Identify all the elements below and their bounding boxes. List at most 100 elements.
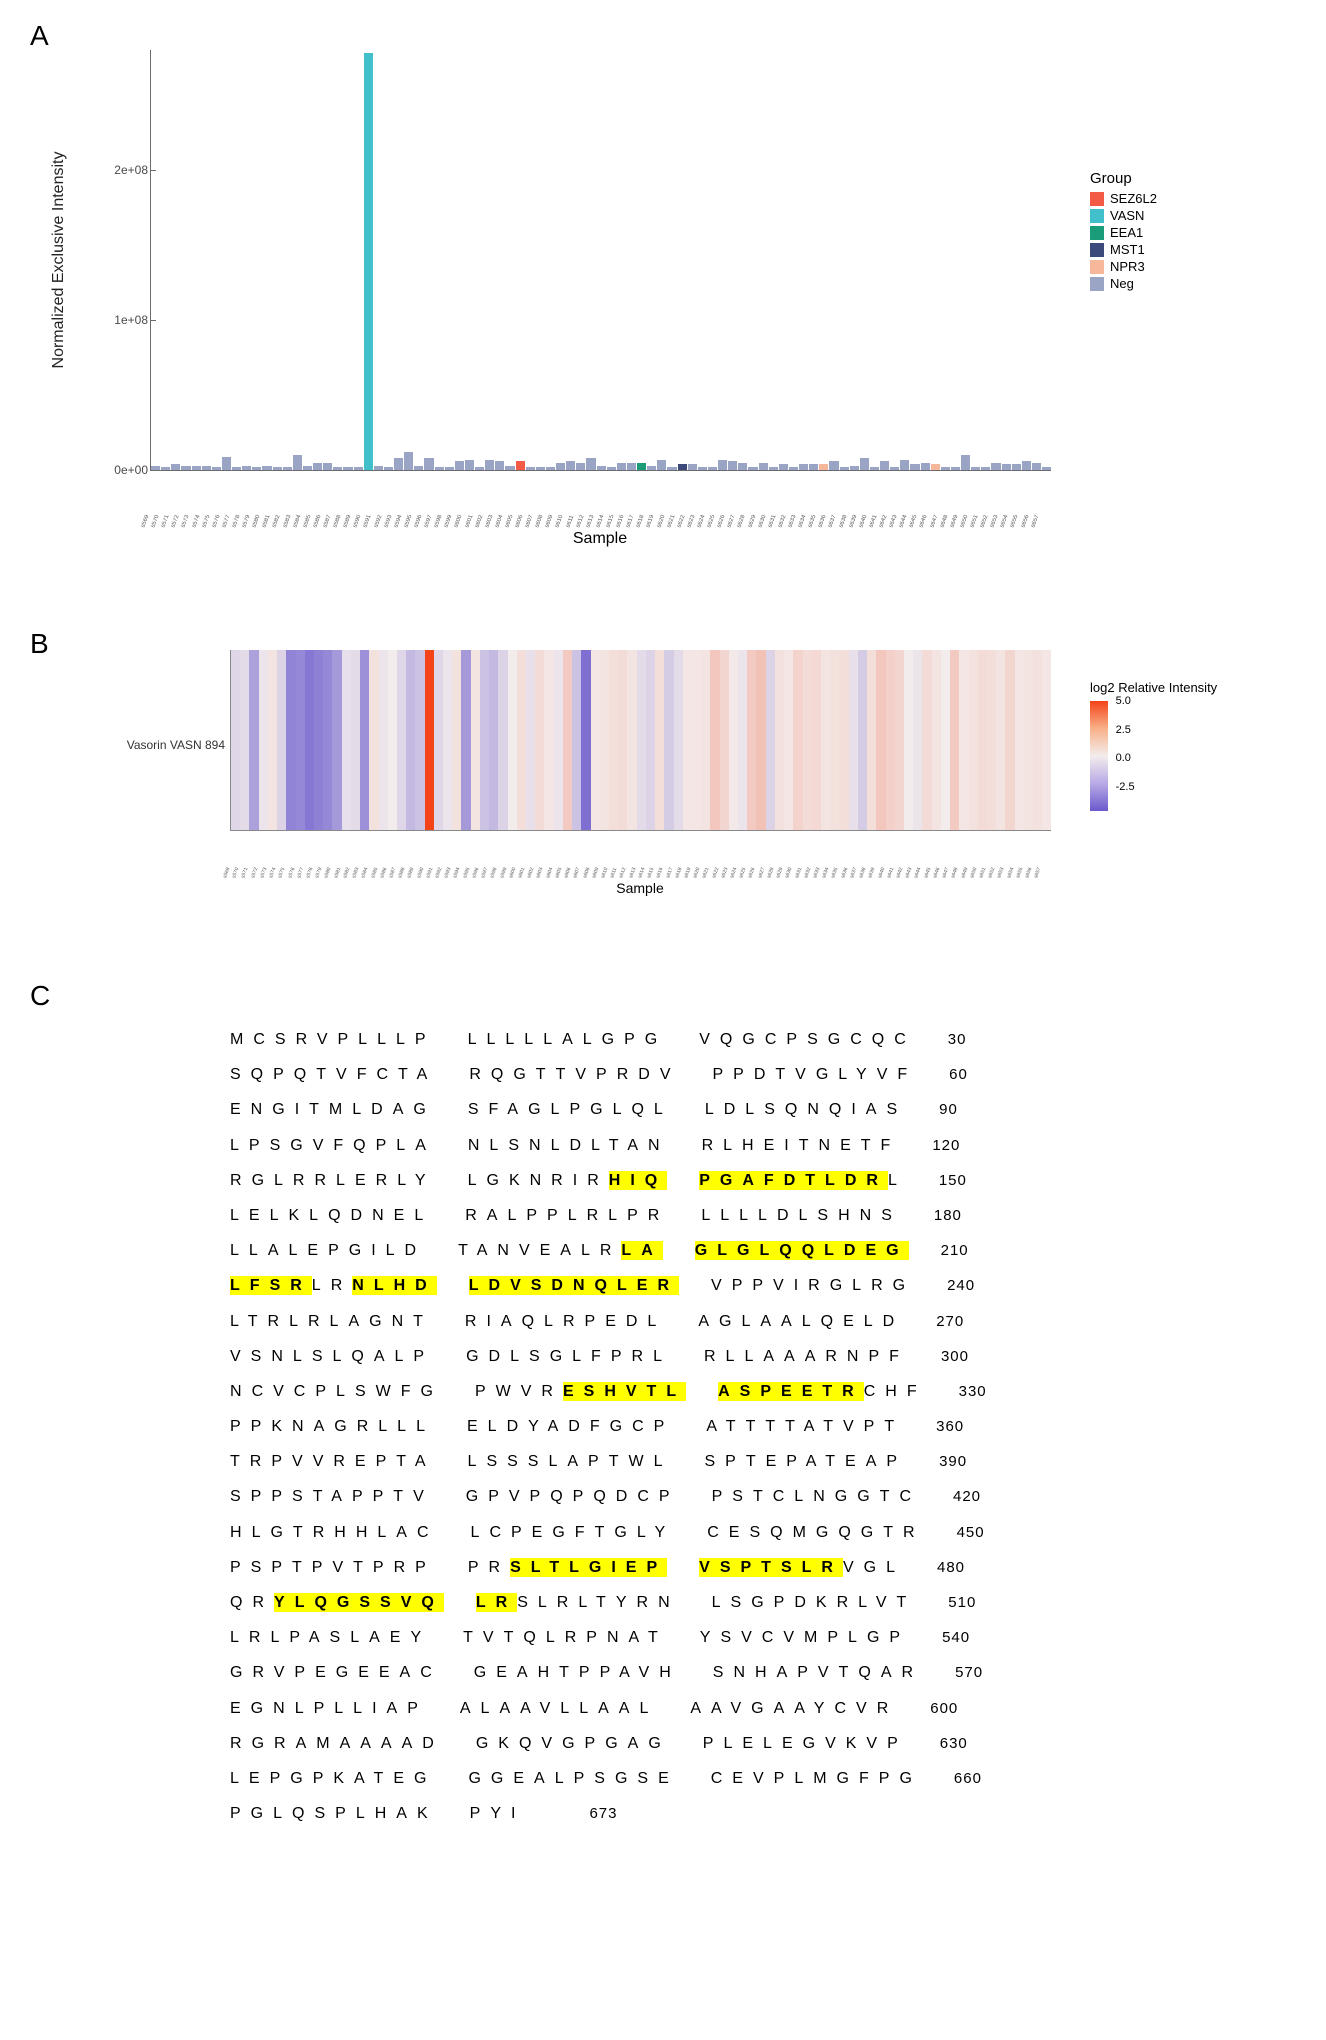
sequence-residue: P: [470, 1805, 491, 1822]
chart-a-bar: [576, 463, 585, 470]
heatmap-b-row-label: Vasorin VASN 894: [95, 738, 225, 752]
sequence-residue: R: [296, 1031, 317, 1048]
heatmap-cell: [904, 650, 913, 830]
sequence-residue: L: [560, 1700, 579, 1717]
chart-a-bar: [809, 464, 818, 470]
sequence-residue: L: [230, 1276, 250, 1295]
sequence-residue: R: [465, 1207, 487, 1224]
heatmap-b-plot: [230, 650, 1051, 831]
sequence-residue: R: [551, 1172, 573, 1189]
sequence-residue: T: [458, 1242, 477, 1259]
sequence-row: LFSRLRNLHDLDVSDNQLERVPPVIRGLRG240: [230, 1268, 1296, 1303]
sequence-chunk: LLALEPGILD: [230, 1233, 426, 1268]
sequence-residue: C: [894, 1031, 916, 1048]
sequence-residue: A: [507, 1101, 528, 1118]
heatmap-cell: [803, 650, 812, 830]
sequence-residue: R: [333, 1453, 355, 1470]
sequence-residue: N: [607, 1629, 629, 1646]
sequence-residue: S: [584, 1382, 605, 1401]
sequence-residue: V: [332, 1559, 353, 1576]
sequence-residue: M: [813, 1770, 836, 1787]
sequence-residue: N: [733, 1664, 755, 1681]
sequence-residue: R: [230, 1735, 252, 1752]
sequence-residue: I: [784, 1137, 798, 1154]
sequence-chunk: GRVPEGEEAC: [230, 1655, 442, 1690]
sequence-residue: L: [249, 1242, 268, 1259]
sequence-residue: H: [838, 1207, 860, 1224]
sequence-residue: R: [274, 1735, 296, 1752]
sequence-chunk: HLGTRHHLAC: [230, 1515, 439, 1550]
heatmap-cell: [544, 650, 553, 830]
sequence-chunk: SFAGLPGLQL: [468, 1092, 673, 1127]
sequence-residue: P: [312, 1559, 333, 1576]
heatmap-cell: [821, 650, 830, 830]
sequence-residue: Q: [421, 1593, 443, 1612]
chart-a-bar: [819, 464, 828, 470]
sequence-residue: L: [864, 1313, 883, 1330]
sequence-residue: R: [394, 1559, 416, 1576]
chart-a-bars: [151, 50, 1051, 470]
chart-a-bar: [435, 467, 444, 470]
sequence-residue: H: [659, 1664, 681, 1681]
sequence-residue: H: [742, 1137, 764, 1154]
chart-a-ylabel: Normalized Exclusive Intensity: [50, 152, 68, 369]
sequence-residue: G: [230, 1664, 252, 1681]
sequence-residue: P: [315, 1383, 336, 1400]
sequence-residue: L: [295, 1593, 315, 1612]
sequence-residue: P: [887, 1735, 908, 1752]
sequence-chunk: LDVSDNQLER: [469, 1268, 679, 1303]
chart-a-bar: [364, 53, 373, 470]
sequence-residue: N: [529, 1137, 551, 1154]
sequence-residue: A: [501, 1313, 522, 1330]
sequence-residue: L: [579, 1700, 598, 1717]
heatmap-cell: [600, 650, 609, 830]
heatmap-cell: [425, 650, 434, 830]
heatmap-cell: [489, 650, 498, 830]
sequence-residue: G: [751, 1700, 773, 1717]
sequence-residue: R: [557, 1594, 579, 1611]
sequence-residue: L: [720, 1207, 739, 1224]
chart-a-bar: [566, 461, 575, 470]
chart-a-bar: [526, 467, 535, 470]
sequence-chunk: LEPGPKATEG: [230, 1761, 436, 1796]
sequence-residue: R: [587, 1207, 609, 1224]
sequence-chunk: LELKLQDNEL: [230, 1198, 433, 1233]
heatmap-cell: [932, 650, 941, 830]
sequence-residue: L: [312, 1277, 331, 1294]
legend-swatch: [1090, 277, 1104, 291]
sequence-residue: L: [274, 1172, 293, 1189]
sequence-residue: G: [270, 1524, 292, 1541]
sequence-residue: F: [889, 1348, 909, 1365]
sequence-residue: A: [417, 1066, 438, 1083]
sequence-position: 240: [947, 1269, 997, 1302]
sequence-residue: P: [786, 1453, 805, 1470]
sequence-chunk: VSPTSLRVGL: [699, 1550, 905, 1585]
sequence-row: ENGITMLDAGSFAGLPGLQLLDLSQNQIAS90: [230, 1092, 1296, 1127]
chart-a-bar: [657, 460, 666, 471]
sequence-residue: L: [712, 1594, 731, 1611]
sequence-chunk: CESQMGQGTR: [707, 1515, 924, 1550]
sequence-residue: L: [416, 1418, 435, 1435]
sequence-chunk: LRLPASLAEY: [230, 1620, 431, 1655]
sequence-residue: G: [513, 1066, 535, 1083]
sequence-position: 630: [940, 1727, 990, 1760]
sequence-residue: G: [468, 1770, 490, 1787]
sequence-position: 60: [949, 1058, 999, 1091]
sequence-residue: D: [415, 1276, 437, 1295]
heatmap-cell: [342, 650, 351, 830]
sequence-residue: H: [604, 1382, 626, 1401]
sequence-residue: P: [586, 1629, 607, 1646]
sequence-residue: P: [864, 1418, 885, 1435]
sequence-residue: G: [645, 1031, 667, 1048]
chart-a-bar: [900, 460, 909, 471]
sequence-residue: R: [657, 1276, 679, 1295]
sequence-residue: E: [249, 1770, 270, 1787]
sequence-residue: L: [763, 1735, 782, 1752]
sequence-residue: E: [840, 1137, 861, 1154]
sequence-residue: T: [556, 1066, 576, 1083]
sequence-residue: A: [711, 1700, 730, 1717]
sequence-chunk: ENGITMLDAG: [230, 1092, 436, 1127]
sequence-residue: Q: [858, 1664, 880, 1681]
sequence-residue: L: [332, 1348, 351, 1365]
sequence-residue: E: [865, 1241, 886, 1260]
